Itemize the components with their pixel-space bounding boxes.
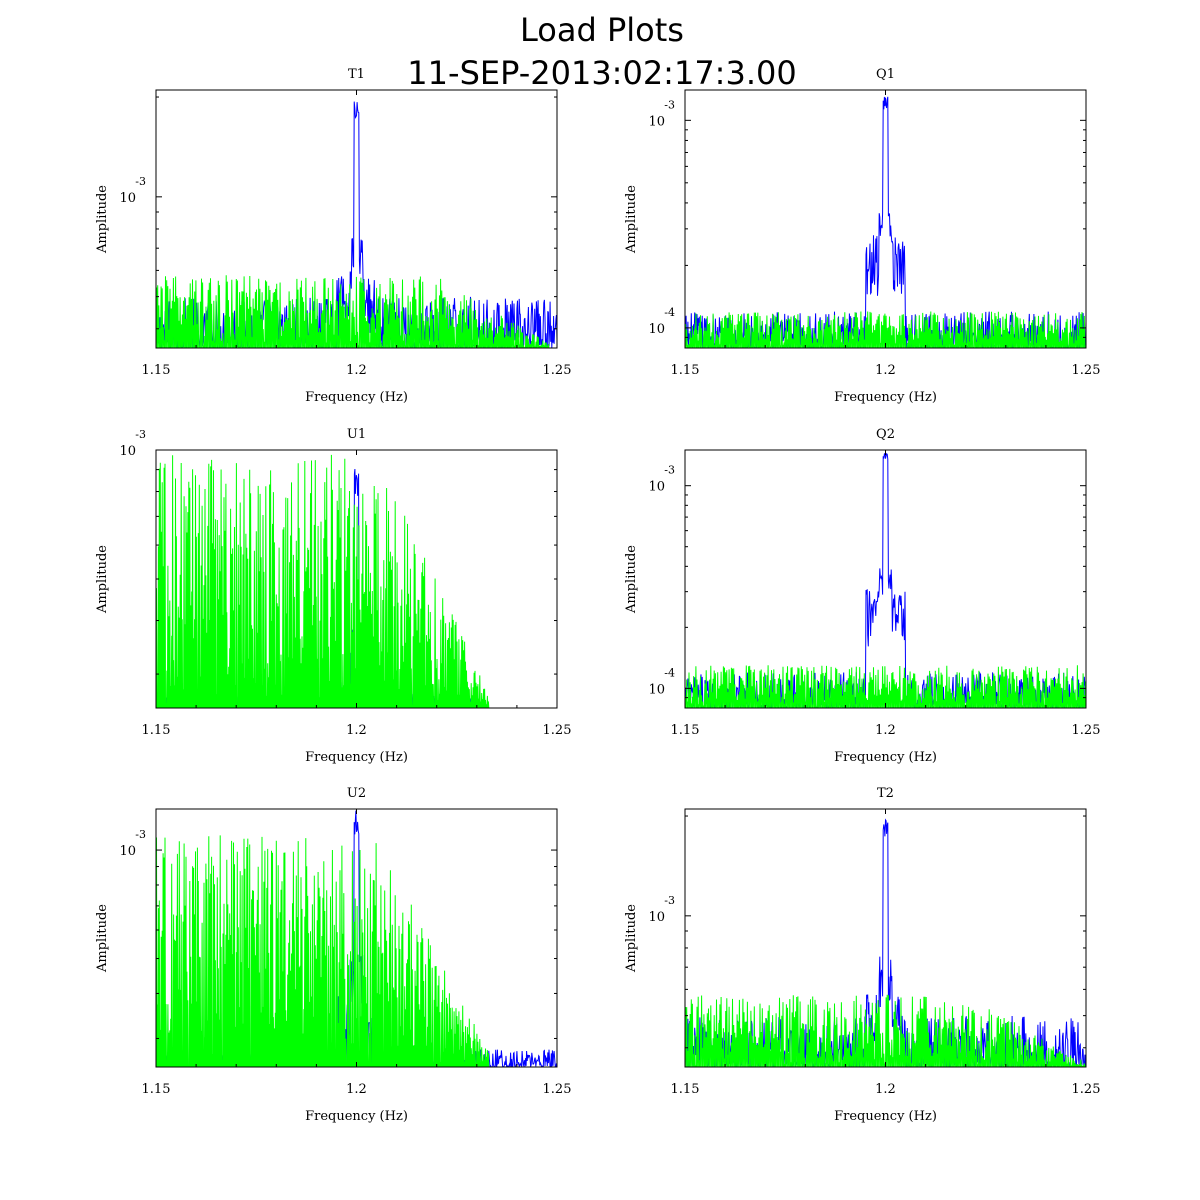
series-line-green — [685, 311, 1086, 348]
series-line-green — [685, 994, 1086, 1067]
y-tick-label: 10 — [648, 114, 665, 129]
y-axis-label: Amplitude — [624, 904, 639, 973]
series-line-green — [685, 665, 1086, 708]
x-axis-label: Frequency (Hz) — [834, 1109, 937, 1124]
y-axis-label: Amplitude — [624, 545, 639, 614]
plot-area — [156, 101, 557, 348]
series-line-green — [156, 275, 550, 348]
panel-title: Q2 — [876, 427, 895, 442]
plot-area — [156, 810, 557, 1067]
figure-subtitle: 11-SEP-2013:02:17:3.00 — [407, 54, 796, 92]
plot-area — [685, 818, 1086, 1067]
y-tick-label: 10 — [119, 844, 136, 859]
plot-area — [685, 96, 1086, 348]
chart-panel-u2: 1.15 1.2 1.25 10 -3 U2 Frequency (Hz) Amplitude — [95, 786, 571, 1124]
series-line-green — [156, 454, 490, 708]
chart-panel-t1: 1.15 1.2 1.25 10 -3 T1 Frequency (Hz) Amplitude — [95, 67, 571, 405]
plot-frame — [684, 89, 1087, 349]
y-axis-label: Amplitude — [95, 545, 110, 614]
y-tick-exponent: -3 — [135, 175, 146, 188]
chart-panel-t2: 1.15 1.2 1.25 10 -3 T2 Frequency (Hz) Amplitude — [624, 786, 1100, 1124]
x-tick-label: 1.15 — [142, 723, 171, 738]
y-tick-label: 10 — [648, 322, 665, 337]
chart-panel-u1: 1.15 1.2 1.25 10 -3 U1 Frequency (Hz) Amplitude — [95, 427, 571, 765]
x-axis-label: Frequency (Hz) — [305, 1109, 408, 1124]
x-axis-label: Frequency (Hz) — [305, 750, 408, 765]
x-tick-label: 1.25 — [1072, 363, 1101, 378]
chart-panel-q2: 1.15 1.2 1.25 10 -3 10 -4 Q2 Frequency (Hz) Ampli… — [624, 427, 1100, 765]
y-tick-exponent: -3 — [664, 894, 675, 907]
x-tick-label: 1.2 — [875, 1082, 896, 1097]
x-tick-label: 1.2 — [875, 363, 896, 378]
y-tick-exponent: -3 — [135, 428, 146, 441]
series-line-blue — [685, 96, 1086, 348]
y-tick-exponent: -3 — [664, 98, 675, 111]
y-tick-exponent: -4 — [664, 666, 675, 679]
x-tick-label: 1.25 — [543, 1082, 572, 1097]
x-tick-label: 1.2 — [346, 1082, 367, 1097]
panel-title: T1 — [348, 67, 365, 82]
x-axis-label: Frequency (Hz) — [834, 390, 937, 405]
y-tick-exponent: -3 — [135, 828, 146, 841]
y-tick-exponent: -4 — [664, 306, 675, 319]
plot-area — [156, 454, 490, 708]
x-tick-label: 1.25 — [1072, 723, 1101, 738]
y-tick-label: 10 — [648, 682, 665, 697]
y-tick-label: 10 — [119, 444, 136, 459]
y-tick-label: 10 — [648, 480, 665, 495]
y-axis-label: Amplitude — [95, 185, 110, 254]
y-axis-label: Amplitude — [95, 904, 110, 973]
x-tick-label: 1.15 — [671, 363, 700, 378]
x-tick-label: 1.25 — [543, 363, 572, 378]
y-axis-label: Amplitude — [624, 185, 639, 254]
panel-title: T2 — [877, 786, 894, 801]
series-line-green — [156, 835, 490, 1067]
panel-title: U1 — [347, 427, 366, 442]
x-tick-label: 1.15 — [142, 363, 171, 378]
x-tick-label: 1.25 — [1072, 1082, 1101, 1097]
panel-title: U2 — [347, 786, 366, 801]
x-axis-label: Frequency (Hz) — [305, 390, 408, 405]
y-tick-exponent: -3 — [664, 464, 675, 477]
x-axis-label: Frequency (Hz) — [834, 750, 937, 765]
chart-panel-q1: 1.15 1.2 1.25 10 -3 10 -4 Q1 Frequency (Hz) Ampli… — [624, 67, 1100, 405]
x-tick-label: 1.2 — [875, 723, 896, 738]
y-tick-label: 10 — [119, 191, 136, 206]
plot-area — [685, 452, 1086, 708]
x-tick-label: 1.15 — [671, 723, 700, 738]
panels: 1.15 1.2 1.25 10 -3 T1 Frequency (Hz) Amplitude… — [95, 67, 1100, 1124]
y-tick-label: 10 — [648, 910, 665, 925]
panel-title: Q1 — [876, 67, 895, 82]
x-tick-label: 1.15 — [671, 1082, 700, 1097]
figure-title: Load Plots — [520, 11, 684, 49]
x-tick-label: 1.2 — [346, 363, 367, 378]
x-tick-label: 1.2 — [346, 723, 367, 738]
x-tick-label: 1.15 — [142, 1082, 171, 1097]
x-tick-label: 1.25 — [543, 723, 572, 738]
